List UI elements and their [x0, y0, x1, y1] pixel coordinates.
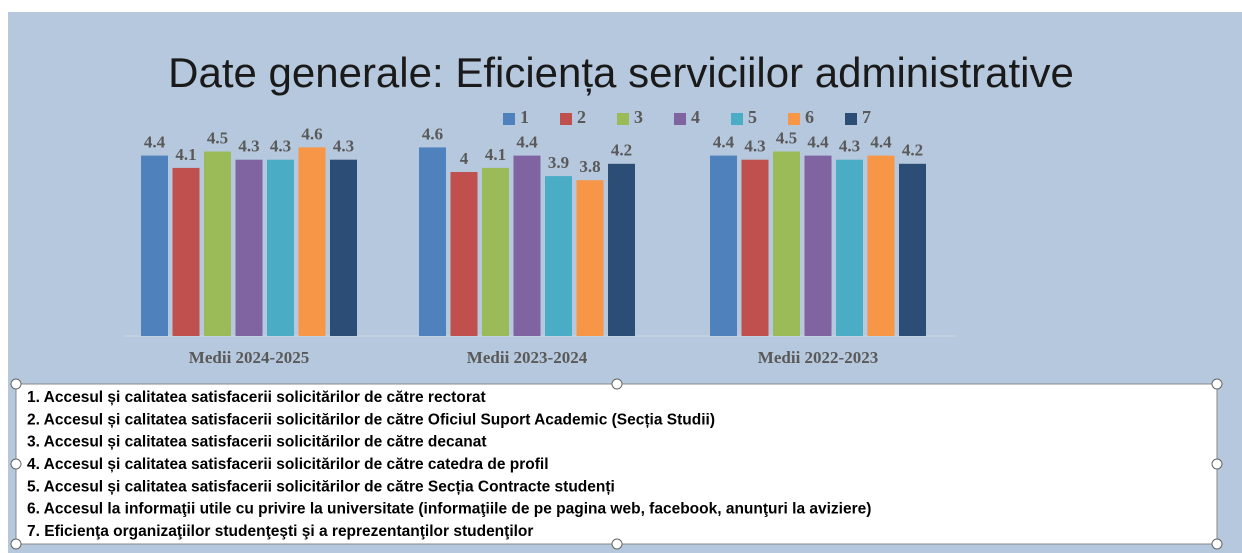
data-label: 3.9 — [548, 153, 569, 172]
data-label: 4.4 — [713, 133, 735, 152]
bar — [804, 155, 832, 336]
data-label: 4.4 — [516, 133, 538, 152]
bar — [899, 163, 926, 336]
handle — [611, 538, 623, 550]
note-line: 5. Accesul și calitatea satisfacerii sol… — [27, 478, 615, 495]
data-label: 4.2 — [611, 141, 632, 160]
handle — [10, 538, 22, 550]
note-line: 1. Accesul și calitatea satisfacerii sol… — [27, 389, 486, 406]
legend-label: 7 — [862, 107, 871, 127]
legend-label: 3 — [634, 107, 643, 127]
data-label: 4.4 — [144, 133, 166, 152]
note-line: 3. Accesul și calitatea satisfacerii sol… — [27, 434, 487, 451]
x-tick-label: Medii 2022-2023 — [758, 348, 878, 367]
data-label: 4 — [460, 149, 469, 168]
bar — [298, 147, 326, 336]
bar — [545, 176, 572, 336]
handle — [10, 378, 22, 390]
bar — [513, 155, 541, 336]
legend-swatch — [674, 113, 686, 125]
bar — [867, 155, 895, 336]
legend-swatch — [503, 113, 515, 125]
bar — [330, 159, 357, 336]
bar — [419, 147, 446, 336]
handle — [611, 378, 623, 390]
bar — [608, 163, 635, 336]
bar — [204, 151, 231, 336]
bar — [267, 159, 294, 336]
data-label: 4.5 — [776, 128, 797, 147]
legend-swatch — [617, 113, 629, 125]
legend-label: 6 — [805, 107, 814, 127]
handle — [1211, 538, 1223, 550]
data-label: 4.2 — [902, 141, 923, 160]
data-label: 4.3 — [333, 137, 354, 156]
bar — [710, 155, 737, 336]
legend-swatch — [731, 113, 743, 125]
legend-swatch — [845, 113, 857, 125]
x-tick-label: Medii 2023-2024 — [467, 348, 588, 367]
handle — [1211, 378, 1223, 390]
x-tick-label: Medii 2024-2025 — [189, 348, 309, 367]
data-label: 4.4 — [870, 133, 892, 152]
bar — [141, 155, 168, 336]
data-label: 4.3 — [238, 137, 259, 156]
legend-swatch — [788, 113, 800, 125]
data-label: 4.3 — [839, 137, 860, 156]
data-label: 4.4 — [807, 133, 829, 152]
data-label: 4.5 — [207, 128, 228, 147]
data-label: 4.1 — [175, 145, 196, 164]
handles — [10, 378, 1223, 550]
note-line: 4. Accesul și calitatea satisfacerii sol… — [27, 456, 549, 473]
bar — [836, 159, 863, 336]
note-line: 7. Eficienţa organizaţiilor studenţeşti … — [27, 523, 533, 540]
handle — [10, 458, 22, 470]
handle — [1211, 458, 1223, 470]
bar — [576, 180, 604, 336]
bar — [172, 167, 200, 336]
bar — [450, 172, 478, 336]
legend-label: 2 — [577, 107, 586, 127]
bar — [741, 159, 769, 336]
data-label: 4.3 — [270, 137, 291, 156]
data-label: 4.6 — [422, 124, 443, 143]
note-line: 6. Accesul la informaţii utile cu privir… — [27, 501, 871, 518]
bar — [235, 159, 263, 336]
note-line: 2. Accesul și calitatea satisfacerii sol… — [27, 411, 715, 428]
legend-label: 5 — [748, 107, 757, 127]
data-label: 3.8 — [579, 157, 600, 176]
chart-title: Date generale: Eficiența serviciilor adm… — [168, 49, 1074, 96]
data-label: 4.6 — [301, 124, 322, 143]
legend-swatch — [560, 113, 572, 125]
data-label: 4.3 — [744, 137, 765, 156]
data-label: 4.1 — [485, 145, 506, 164]
legend-label: 1 — [520, 107, 529, 127]
bar — [482, 167, 509, 336]
legend-label: 4 — [691, 107, 700, 127]
bar — [773, 151, 800, 336]
